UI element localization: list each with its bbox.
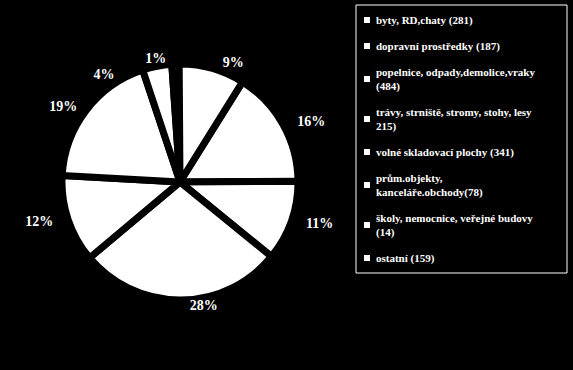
svg-text:1%: 1% [145,51,166,66]
svg-text:dopravní prostředky (187): dopravní prostředky (187) [376,40,500,53]
svg-text:ostatní (159): ostatní (159) [376,252,435,265]
svg-text:kanceláře.obchody(78): kanceláře.obchody(78) [376,186,483,199]
svg-text:školy, nemocnice, veřejné budo: školy, nemocnice, veřejné budovy [376,212,536,224]
svg-text:11%: 11% [306,216,333,231]
svg-text:4%: 4% [93,67,114,82]
svg-text:19%: 19% [49,99,77,114]
svg-text:12%: 12% [25,214,53,229]
svg-text:(484): (484) [376,80,400,93]
svg-text:byty, RD,chaty (281): byty, RD,chaty (281) [376,14,473,27]
svg-text:16%: 16% [297,114,325,129]
svg-text:prům.objekty,: prům.objekty, [376,172,443,184]
svg-text:28%: 28% [190,298,218,313]
svg-text:volné skladovací plochy (341): volné skladovací plochy (341) [376,146,514,159]
svg-text:(14): (14) [376,226,395,239]
svg-text:9%: 9% [223,55,244,70]
svg-text:popelnice, odpady,demolice,vra: popelnice, odpady,demolice,vraky [376,66,538,78]
svg-text:215): 215) [376,120,397,133]
svg-text:trávy, strniště, stromy, stohy: trávy, strniště, stromy, stohy, lesy [376,106,534,118]
